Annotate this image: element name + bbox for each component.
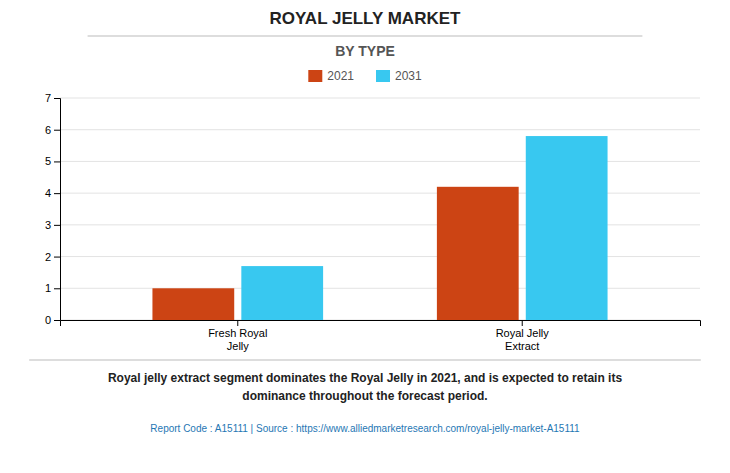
bar-series (241, 136, 607, 320)
y-tick-label: 3 (45, 219, 51, 231)
legend-swatch (376, 70, 390, 82)
grid-line (60, 129, 700, 130)
grid (60, 98, 700, 320)
y-tick: 7 (45, 92, 60, 104)
x-tick: Royal JellyExtract (496, 320, 550, 352)
x-tick-label: Royal JellyExtract (496, 327, 550, 352)
y-tick: 5 (45, 155, 60, 167)
bar (437, 187, 519, 320)
x-tick-mark (522, 320, 523, 326)
y-tick-label: 2 (45, 251, 51, 263)
y-tick-mark (54, 161, 60, 162)
y-tick-mark (54, 225, 60, 226)
y-tick-label: 0 (45, 314, 51, 326)
y-tick-label: 1 (45, 282, 51, 294)
subtitle: BY TYPE (335, 43, 395, 59)
y-tick-mark (54, 98, 60, 99)
y-tick: 3 (45, 219, 60, 231)
source-text: Report Code : A15111 | Source : https://… (150, 423, 580, 434)
bar (152, 288, 234, 320)
y-tick: 1 (45, 282, 60, 294)
bar (526, 136, 608, 320)
y-tick-mark (54, 257, 60, 258)
y-tick-mark (54, 288, 60, 289)
x-axis: Fresh RoyalJelly Royal JellyExtract (61, 320, 701, 352)
legend-label: 2031 (395, 69, 422, 83)
bars (152, 136, 607, 320)
y-tick: 2 (45, 251, 60, 263)
plot: 0 1 2 3 4 5 6 7 Fresh RoyalJelly Royal JellyExtra… (45, 92, 701, 352)
y-tick-mark (54, 130, 60, 131)
y-tick-mark (54, 193, 60, 194)
footer-rule (29, 360, 701, 361)
x-tick-mark (237, 320, 238, 326)
y-tick-label: 5 (45, 155, 51, 167)
legend: 2021 2031 (308, 69, 422, 83)
legend-item: 2031 (376, 69, 422, 83)
x-tick: Fresh RoyalJelly (208, 320, 267, 352)
y-axis-line (54, 99, 61, 321)
grid-line (60, 98, 700, 99)
y-tick: 0 (45, 314, 60, 326)
y-tick-mark (54, 320, 60, 321)
title-rule (88, 36, 643, 37)
y-tick-label: 4 (45, 187, 51, 199)
title: ROYAL JELLY MARKET (270, 9, 461, 28)
y-tick-label: 7 (45, 92, 51, 104)
bar-series (152, 187, 518, 320)
y-tick: 6 (45, 124, 60, 136)
y-tick: 4 (45, 187, 60, 199)
legend-swatch (308, 70, 322, 82)
chart: ROYAL JELLY MARKET BY TYPE 0 1 2 3 4 5 6 7 Fresh R… (0, 0, 730, 473)
legend-item: 2021 (308, 69, 354, 83)
y-axis: 0 1 2 3 4 5 6 7 (45, 92, 61, 326)
legend-label: 2021 (327, 69, 354, 83)
x-axis-line (61, 321, 701, 327)
x-tick-label: Fresh RoyalJelly (208, 327, 267, 352)
y-tick-label: 6 (45, 124, 51, 136)
bar (241, 266, 323, 320)
footer-text: Royal jelly extract segment dominates th… (108, 371, 623, 403)
